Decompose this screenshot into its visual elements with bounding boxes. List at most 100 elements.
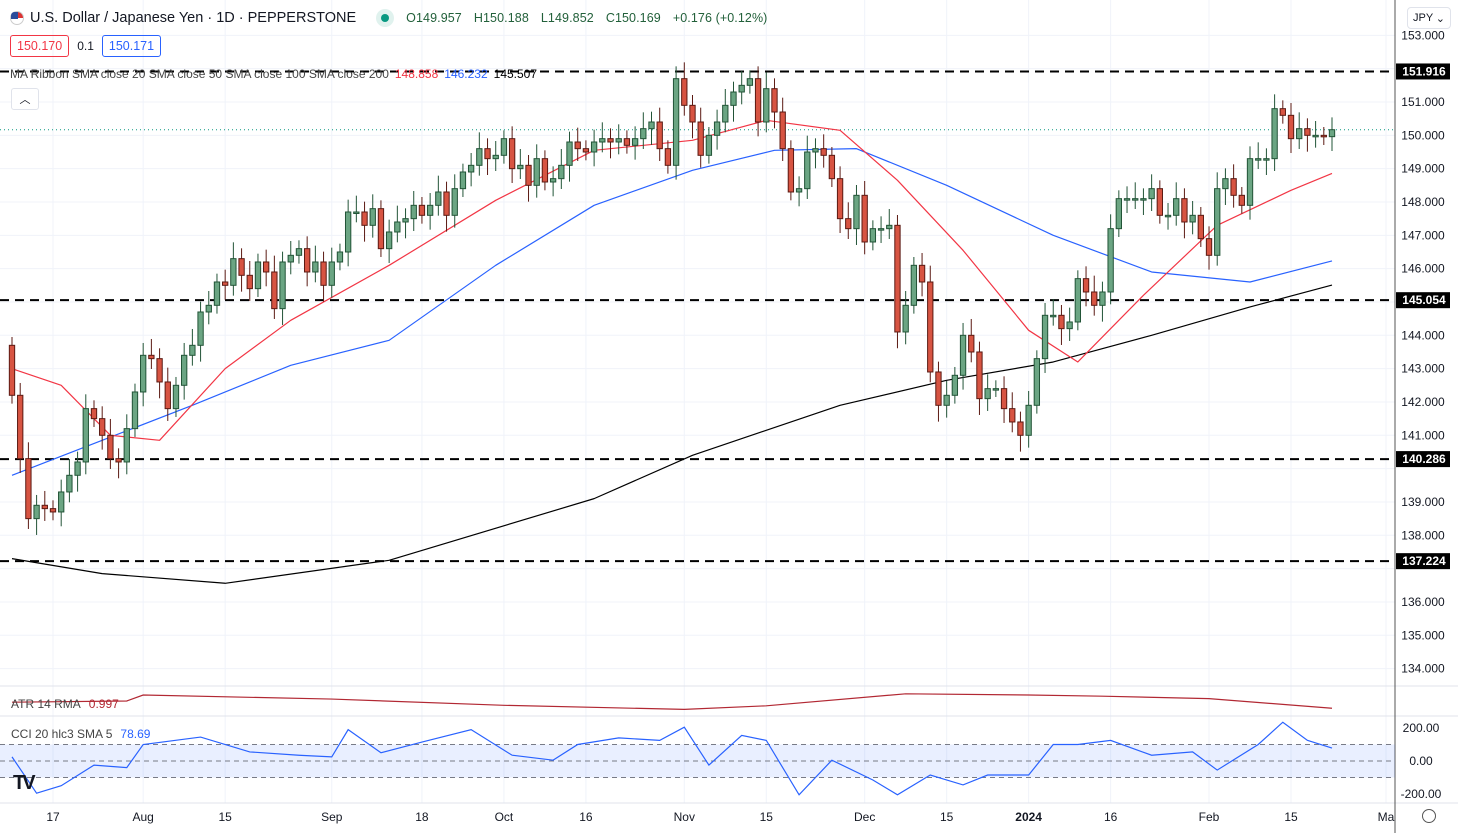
candle-body [853,194,860,230]
candle [1156,180,1163,224]
candle [517,148,524,179]
sell-button[interactable]: 150.170 [10,35,70,57]
settings-icon[interactable] [1422,809,1436,823]
candle-body [1091,291,1098,306]
candle-body [705,134,713,156]
candle [549,166,557,197]
candle [492,140,499,171]
candle [1058,304,1065,345]
candle-body [984,388,991,400]
candle-body [730,91,737,106]
candle-body [590,141,598,153]
candle-body [33,504,40,520]
candle [426,192,434,230]
candle-body [344,211,352,253]
candle [918,252,926,297]
candle-body [1115,198,1122,230]
candle-body [1050,314,1057,318]
candle-body [320,261,327,286]
candle [615,124,622,155]
candle [1181,188,1188,239]
candle-body [500,138,508,156]
candle [959,322,967,390]
candle-body [1132,198,1139,201]
candle [320,251,327,302]
candle-body [804,151,811,190]
us-flag-icon [10,11,24,25]
candle [681,62,688,116]
candle [1082,266,1090,307]
tradingview-logo: TV [13,772,35,794]
candle-body [1222,178,1229,190]
candle-body [968,334,975,353]
candle [476,132,483,176]
candle-body [287,254,294,263]
candle-body [148,354,155,360]
cci-tick-label: 200.00 [1403,721,1440,735]
candle-body [303,248,311,273]
candle [935,361,942,422]
cci-label: CCI 20 hlc3 SMA 5 [11,727,113,741]
candle-body [1296,128,1303,140]
chevron-down-icon: ⌄ [1435,12,1445,25]
price-tick-label: 141.000 [1401,428,1445,442]
candle [1197,206,1204,247]
atr-value: 0.997 [88,697,119,711]
candle-body [394,221,401,233]
candle [418,196,426,224]
atr-legend[interactable]: ATR 14 RMA 0.997 [11,697,119,711]
candle-body [1238,194,1245,206]
candle [927,265,934,383]
candle [140,342,147,407]
symbol-title[interactable]: U.S. Dollar / Japanese Yen · 1D · PEPPER… [30,10,357,26]
price-tick-label: 138.000 [1401,528,1445,542]
candle [574,127,581,161]
candle-body [205,304,212,313]
price-tick-label: 148.000 [1401,195,1445,209]
candle [295,240,303,264]
candle [640,112,647,149]
candle [8,336,16,404]
candle-body [623,138,631,146]
cci-tick-label: -200.00 [1401,787,1442,801]
time-tick-label: Sep [321,810,343,824]
candle-body [426,204,434,216]
level-label: 151.916 [1402,64,1446,78]
candle-body [402,218,409,223]
candle [812,138,819,169]
candle-body [451,188,458,216]
candle-body [582,148,590,153]
collapse-legend-button[interactable]: ︿ [11,88,39,110]
price-tick-label: 149.000 [1401,162,1445,176]
time-tick-label: 17 [46,810,60,824]
candle [984,374,991,411]
candle-body [8,344,16,396]
candle-body [763,88,770,123]
price-tick-label: 150.000 [1401,128,1445,142]
candle [181,342,188,400]
cci-value: 78.69 [120,727,151,741]
candle [402,208,409,239]
candle [910,256,918,314]
candle [845,202,852,239]
candle-body [1164,214,1172,218]
candle [1230,164,1237,208]
buy-button[interactable]: 150.171 [101,35,162,57]
candle [385,219,393,263]
candle [1328,117,1336,151]
candle-body [1123,198,1131,201]
cci-legend[interactable]: CCI 20 hlc3 SMA 5 78.69 [11,727,150,741]
candle [451,174,458,228]
ohlc-open: O149.957 [406,11,462,25]
candle-body [254,261,262,290]
currency-select[interactable]: JPY ⌄ [1407,7,1451,29]
candle-body [1009,408,1016,423]
candle-body [1140,198,1147,201]
candle-body [82,408,89,463]
ma-ribbon-legend[interactable]: MA Ribbon SMA close 20 SMA close 50 SMA … [10,67,537,81]
candle-body [918,264,926,283]
candle-body [935,371,942,406]
candle [49,500,57,521]
candle-body [1279,108,1286,116]
